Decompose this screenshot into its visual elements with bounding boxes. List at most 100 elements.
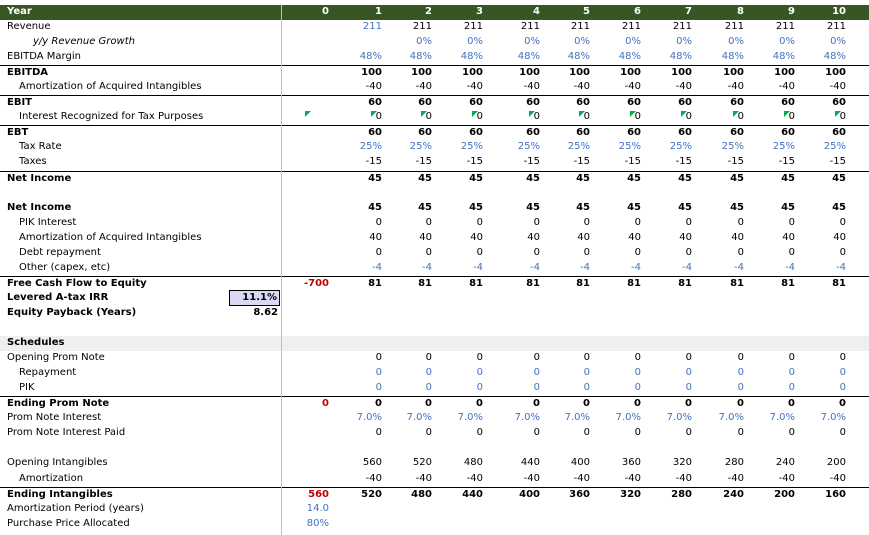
cell-ebitda-1[interactable]: 100 [361,67,382,78]
cell-repay-5[interactable]: 0 [583,367,590,378]
cell-openint-6[interactable]: 360 [621,457,641,468]
cell-ebit-4[interactable]: 60 [526,97,540,108]
cell-repay-1[interactable]: 0 [375,367,382,378]
cell-margin-6[interactable]: 48% [618,51,641,62]
cell-promintpaid-5[interactable]: 0 [583,427,590,438]
cell-promintpaid-7[interactable]: 0 [685,427,692,438]
cell-openint-5[interactable]: 400 [570,457,590,468]
cell-amort3-1[interactable]: -40 [365,473,382,484]
cell-amort-7[interactable]: -40 [675,81,692,92]
cell-pik-10[interactable]: 0 [839,217,846,228]
cell-taxrate-10[interactable]: 25% [823,141,846,152]
cell-debt-3[interactable]: 0 [476,247,483,258]
cell-fcf-4[interactable]: 81 [526,278,540,289]
cell-ni-10[interactable]: 45 [832,173,846,184]
cell-ni-4[interactable]: 45 [526,173,540,184]
cell-amort3-4[interactable]: -40 [523,473,540,484]
cell-ni2-3[interactable]: 45 [469,202,483,213]
cell-ebt-8[interactable]: 60 [730,127,744,138]
cell-debt-10[interactable]: 0 [839,247,846,258]
cell-amort2-2[interactable]: 40 [419,232,432,243]
cell-amort3-8[interactable]: -40 [727,473,744,484]
cell-openprom-8[interactable]: 0 [737,352,744,363]
cell-amort-8[interactable]: -40 [727,81,744,92]
cell-promintpaid-9[interactable]: 0 [788,427,795,438]
cell-amort-3[interactable]: -40 [466,81,483,92]
cell-promintpaid-6[interactable]: 0 [634,427,641,438]
cell-rev-3[interactable]: 211 [463,21,483,32]
cell-rev-8[interactable]: 211 [724,21,744,32]
cell-intrec-8[interactable]: 0 [737,111,744,122]
cell-openint-1[interactable]: 560 [362,457,382,468]
cell-promint-6[interactable]: 7.0% [615,412,641,423]
cell-pik-1[interactable]: 0 [375,217,382,228]
cell-taxes-1[interactable]: -15 [365,156,382,167]
cell-promint-1[interactable]: 7.0% [356,412,382,423]
cell-amort2-4[interactable]: 40 [527,232,540,243]
cell-rev-10[interactable]: 211 [826,21,846,32]
cell-fcf-7[interactable]: 81 [678,278,692,289]
cell-taxes-10[interactable]: -15 [829,156,846,167]
cell-endprom-5[interactable]: 0 [583,398,590,409]
cell-endprom-9[interactable]: 0 [788,398,795,409]
cell-promint-10[interactable]: 7.0% [820,412,846,423]
cell-margin-2[interactable]: 48% [409,51,432,62]
cell-intrec-5[interactable]: 0 [583,111,590,122]
cell-ebitda-9[interactable]: 100 [774,67,795,78]
cell-ebt-1[interactable]: 60 [368,127,382,138]
cell-amort2-5[interactable]: 40 [577,232,590,243]
cell-endprom-4[interactable]: 0 [533,398,540,409]
cell-growth-5[interactable]: 0% [574,36,590,47]
cell-endint-3[interactable]: 440 [462,489,483,500]
payback-value-cell[interactable]: 8.62 [253,307,278,318]
cell-growth-9[interactable]: 0% [779,36,795,47]
cell-ebit-2[interactable]: 60 [418,97,432,108]
cell-endint-8[interactable]: 240 [723,489,744,500]
cell-openprom-6[interactable]: 0 [634,352,641,363]
cell-fcf-10[interactable]: 81 [832,278,846,289]
cell-ebt-10[interactable]: 60 [832,127,846,138]
cell-amort2-6[interactable]: 40 [628,232,641,243]
cell-pik-7[interactable]: 0 [685,217,692,228]
cell-ebitda-5[interactable]: 100 [569,67,590,78]
cell-ni-2[interactable]: 45 [418,173,432,184]
cell-fcf-5[interactable]: 81 [576,278,590,289]
cell-repay-4[interactable]: 0 [533,367,540,378]
cell-ni-7[interactable]: 45 [678,173,692,184]
cell-ebt-9[interactable]: 60 [781,127,795,138]
cell-pik-9[interactable]: 0 [788,217,795,228]
cell-debt-1[interactable]: 0 [375,247,382,258]
cell-debt-8[interactable]: 0 [737,247,744,258]
cell-debt-2[interactable]: 0 [425,247,432,258]
cell-pik-2[interactable]: 0 [425,217,432,228]
cell-amort-9[interactable]: -40 [778,81,795,92]
cell-openprom-9[interactable]: 0 [788,352,795,363]
cell-taxes-4[interactable]: -15 [523,156,540,167]
cell-amort3-7[interactable]: -40 [675,473,692,484]
cell-taxes-2[interactable]: -15 [415,156,432,167]
cell-ni2-4[interactable]: 45 [526,202,540,213]
cell-margin-5[interactable]: 48% [567,51,590,62]
cell-taxrate-5[interactable]: 25% [567,141,590,152]
cell-promintpaid-2[interactable]: 0 [425,427,432,438]
cell-margin-1[interactable]: 48% [359,51,382,62]
cell-debt-9[interactable]: 0 [788,247,795,258]
cell-debt-5[interactable]: 0 [583,247,590,258]
cell-rev-2[interactable]: 211 [412,21,432,32]
cell-intrec-3[interactable]: 0 [476,111,483,122]
cell-amort2-8[interactable]: 40 [731,232,744,243]
cell-endint-6[interactable]: 320 [620,489,641,500]
cell-promint-2[interactable]: 7.0% [406,412,432,423]
cell-rev-4[interactable]: 211 [520,21,540,32]
cell-pik-3[interactable]: 0 [476,217,483,228]
cell-openprom-10[interactable]: 0 [839,352,846,363]
cell-ni2-6[interactable]: 45 [627,202,641,213]
cell-openprom-1[interactable]: 0 [375,352,382,363]
cell-pik-5[interactable]: 0 [583,217,590,228]
cell-repay-6[interactable]: 0 [634,367,641,378]
cell-promint-3[interactable]: 7.0% [457,412,483,423]
cell-pik2-3[interactable]: 0 [476,382,483,393]
cell-openint-9[interactable]: 240 [775,457,795,468]
cell-growth-4[interactable]: 0% [524,36,540,47]
cell-growth-7[interactable]: 0% [676,36,692,47]
